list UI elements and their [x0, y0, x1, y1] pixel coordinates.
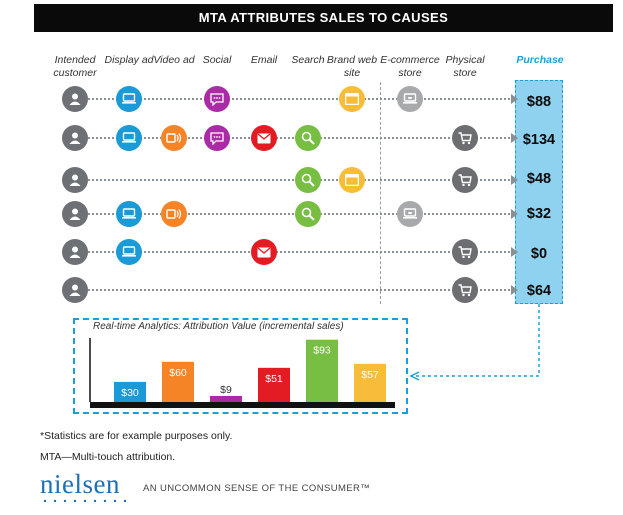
column-label-email: Email: [250, 54, 278, 66]
bar-value-label: $51: [265, 373, 283, 385]
magnifier-icon: [295, 167, 321, 193]
laptop-cart-icon: [397, 86, 423, 112]
laptop-icon: [116, 201, 142, 227]
bar-value-label: $93: [313, 345, 331, 357]
journey-arrowhead: [511, 247, 518, 257]
purchase-value: $32: [526, 206, 552, 222]
browser-window-icon: [339, 86, 365, 112]
bar-email: [258, 367, 290, 402]
purchase-value: $0: [530, 246, 548, 262]
person-icon: [62, 167, 88, 193]
chart-baseline: [90, 402, 395, 408]
person-icon: [62, 239, 88, 265]
purchase-value: $64: [526, 283, 552, 299]
journey-arrowhead: [511, 285, 518, 295]
column-label-video-ad: Video ad: [153, 54, 195, 66]
column-label-social: Social: [202, 54, 232, 66]
journey-arrowhead: [511, 94, 518, 104]
journey-arrowhead: [511, 209, 518, 219]
online-offline-divider: [380, 82, 381, 304]
shopping-cart-icon: [452, 167, 478, 193]
attribution-chart-frame: [73, 318, 408, 414]
chat-bubble-icon: [204, 86, 230, 112]
bar-value-label: $57: [361, 369, 379, 381]
person-icon: [62, 277, 88, 303]
column-label-search: Search: [291, 54, 325, 66]
column-label-intended-customer: Intended customer: [53, 54, 97, 79]
laptop-icon: [116, 239, 142, 265]
browser-window-icon: [339, 167, 365, 193]
journey-path-line: [85, 289, 513, 291]
logo-dots: [43, 499, 127, 503]
journey-arrowhead: [511, 175, 518, 185]
bar-value-label: $9: [220, 384, 232, 396]
bar-video-ad: [162, 361, 194, 402]
journey-arrowhead: [511, 133, 518, 143]
purchase-value: $48: [526, 171, 552, 187]
laptop-icon: [116, 125, 142, 151]
purchase-value: $134: [522, 132, 556, 148]
footnote-definition: MTA—Multi-touch attribution.: [40, 451, 176, 463]
column-label-brand-web-site: Brand web site: [326, 54, 378, 79]
bar-display-ad: [114, 381, 146, 402]
envelope-icon: [251, 239, 277, 265]
magnifier-icon: [295, 201, 321, 227]
purchase-value: $88: [526, 94, 552, 110]
video-speaker-icon: [161, 125, 187, 151]
footnote-disclaimer: *Statistics are for example purposes onl…: [40, 430, 233, 442]
laptop-icon: [116, 86, 142, 112]
purchase-panel: [515, 80, 563, 304]
journey-path-line: [85, 251, 513, 253]
magnifier-icon: [295, 125, 321, 151]
brand-tagline: AN UNCOMMON SENSE OF THE CONSUMER™: [143, 483, 371, 494]
shopping-cart-icon: [452, 125, 478, 151]
column-label-ecommerce-store: E-commerce store: [380, 54, 440, 79]
chart-title: Real-time Analytics: Attribution Value (…: [93, 321, 344, 332]
envelope-icon: [251, 125, 277, 151]
column-label-purchase: Purchase: [516, 54, 564, 66]
person-icon: [62, 201, 88, 227]
shopping-cart-icon: [452, 277, 478, 303]
bar-search: [306, 339, 338, 402]
shopping-cart-icon: [452, 239, 478, 265]
bar-brand-web-site: [354, 363, 386, 402]
bar-social: [210, 395, 242, 402]
journey-path-line: [85, 98, 513, 100]
bar-value-label: $30: [121, 387, 139, 399]
video-speaker-icon: [161, 201, 187, 227]
column-label-physical-store: Physical store: [445, 54, 485, 79]
person-icon: [62, 86, 88, 112]
nielsen-logo: nielsen: [40, 469, 120, 499]
person-icon: [62, 125, 88, 151]
chat-bubble-icon: [204, 125, 230, 151]
laptop-cart-icon: [397, 201, 423, 227]
bar-value-label: $60: [169, 367, 187, 379]
infographic-title: MTA ATTRIBUTES SALES TO CAUSES: [34, 4, 613, 32]
column-label-display-ad: Display ad: [104, 54, 154, 66]
